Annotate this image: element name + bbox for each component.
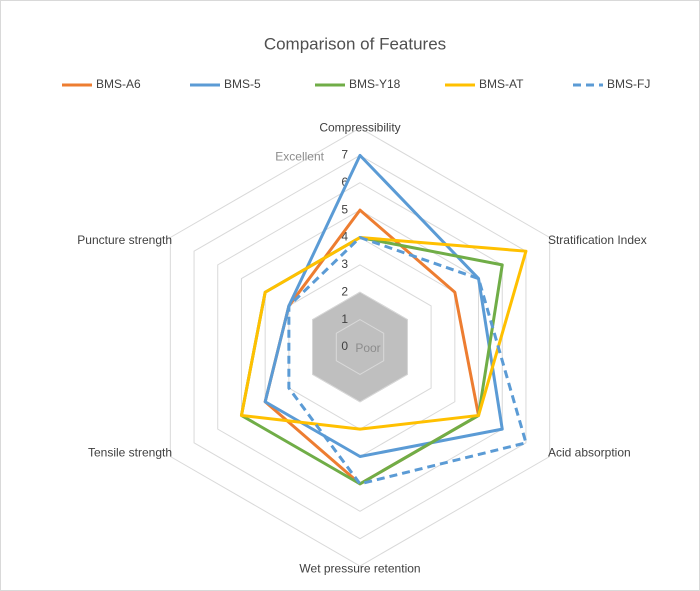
grid-ring: [335, 319, 385, 375]
category-label: Acid absorption: [548, 445, 631, 459]
r-tick-label: 3: [341, 257, 348, 271]
r-tick-label: 5: [341, 202, 348, 216]
r-tick-label: 0: [341, 339, 348, 353]
series-line: [239, 236, 528, 431]
legend-label: BMS-FJ: [607, 77, 650, 91]
legend-label: BMS-A6: [96, 77, 141, 91]
category-label: Stratification Index: [548, 233, 647, 247]
r-tick-label: 7: [341, 148, 348, 162]
legend-label: BMS-5: [224, 77, 261, 91]
r-tick-label: 1: [341, 312, 348, 326]
grid-ring: [169, 127, 551, 567]
annotation: Poor: [355, 341, 380, 355]
r-tick-label: 6: [341, 175, 348, 189]
grid-ring: [312, 291, 408, 403]
chart-title: Comparison of Features: [264, 34, 446, 53]
r-tick-label: 2: [341, 284, 348, 298]
series-line: [287, 236, 528, 486]
category-label: Compressibility: [319, 121, 400, 135]
legend-label: BMS-Y18: [349, 77, 401, 91]
annotation: Excellent: [275, 150, 324, 164]
category-label: Tensile strength: [88, 445, 172, 459]
category-label: Puncture strength: [77, 233, 172, 247]
category-label: Wet pressure retention: [299, 562, 420, 576]
r-tick-label: 4: [341, 230, 348, 244]
legend-label: BMS-AT: [479, 77, 524, 91]
